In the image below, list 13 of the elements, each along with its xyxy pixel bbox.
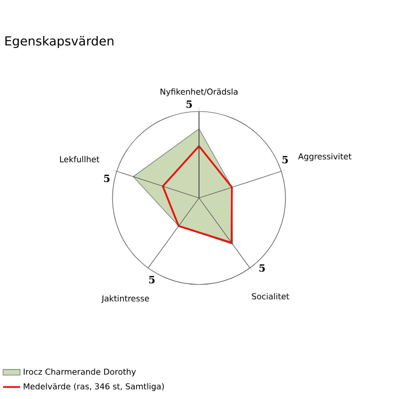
text: 5 xyxy=(186,100,192,108)
text: 5 xyxy=(259,264,265,272)
text: 5 xyxy=(282,156,288,164)
chart-title: Egenskapsvärden xyxy=(5,36,114,48)
text: 5 xyxy=(149,276,155,284)
spoke-label: Jaktintresse xyxy=(101,295,150,303)
spoke-label: Lekfullhet xyxy=(60,156,100,162)
spoke-label: Nyfikenhet/Orädsla xyxy=(160,88,238,96)
spoke-label: Socialitet xyxy=(252,293,290,300)
legend-label: Medelvärde (ras, 346 st, Samtliga) xyxy=(24,383,164,392)
text: 5 xyxy=(104,174,110,182)
legend-label: Irocz Charmerande Dorothy xyxy=(24,368,136,376)
spoke-label: Aggressivitet xyxy=(298,153,352,162)
